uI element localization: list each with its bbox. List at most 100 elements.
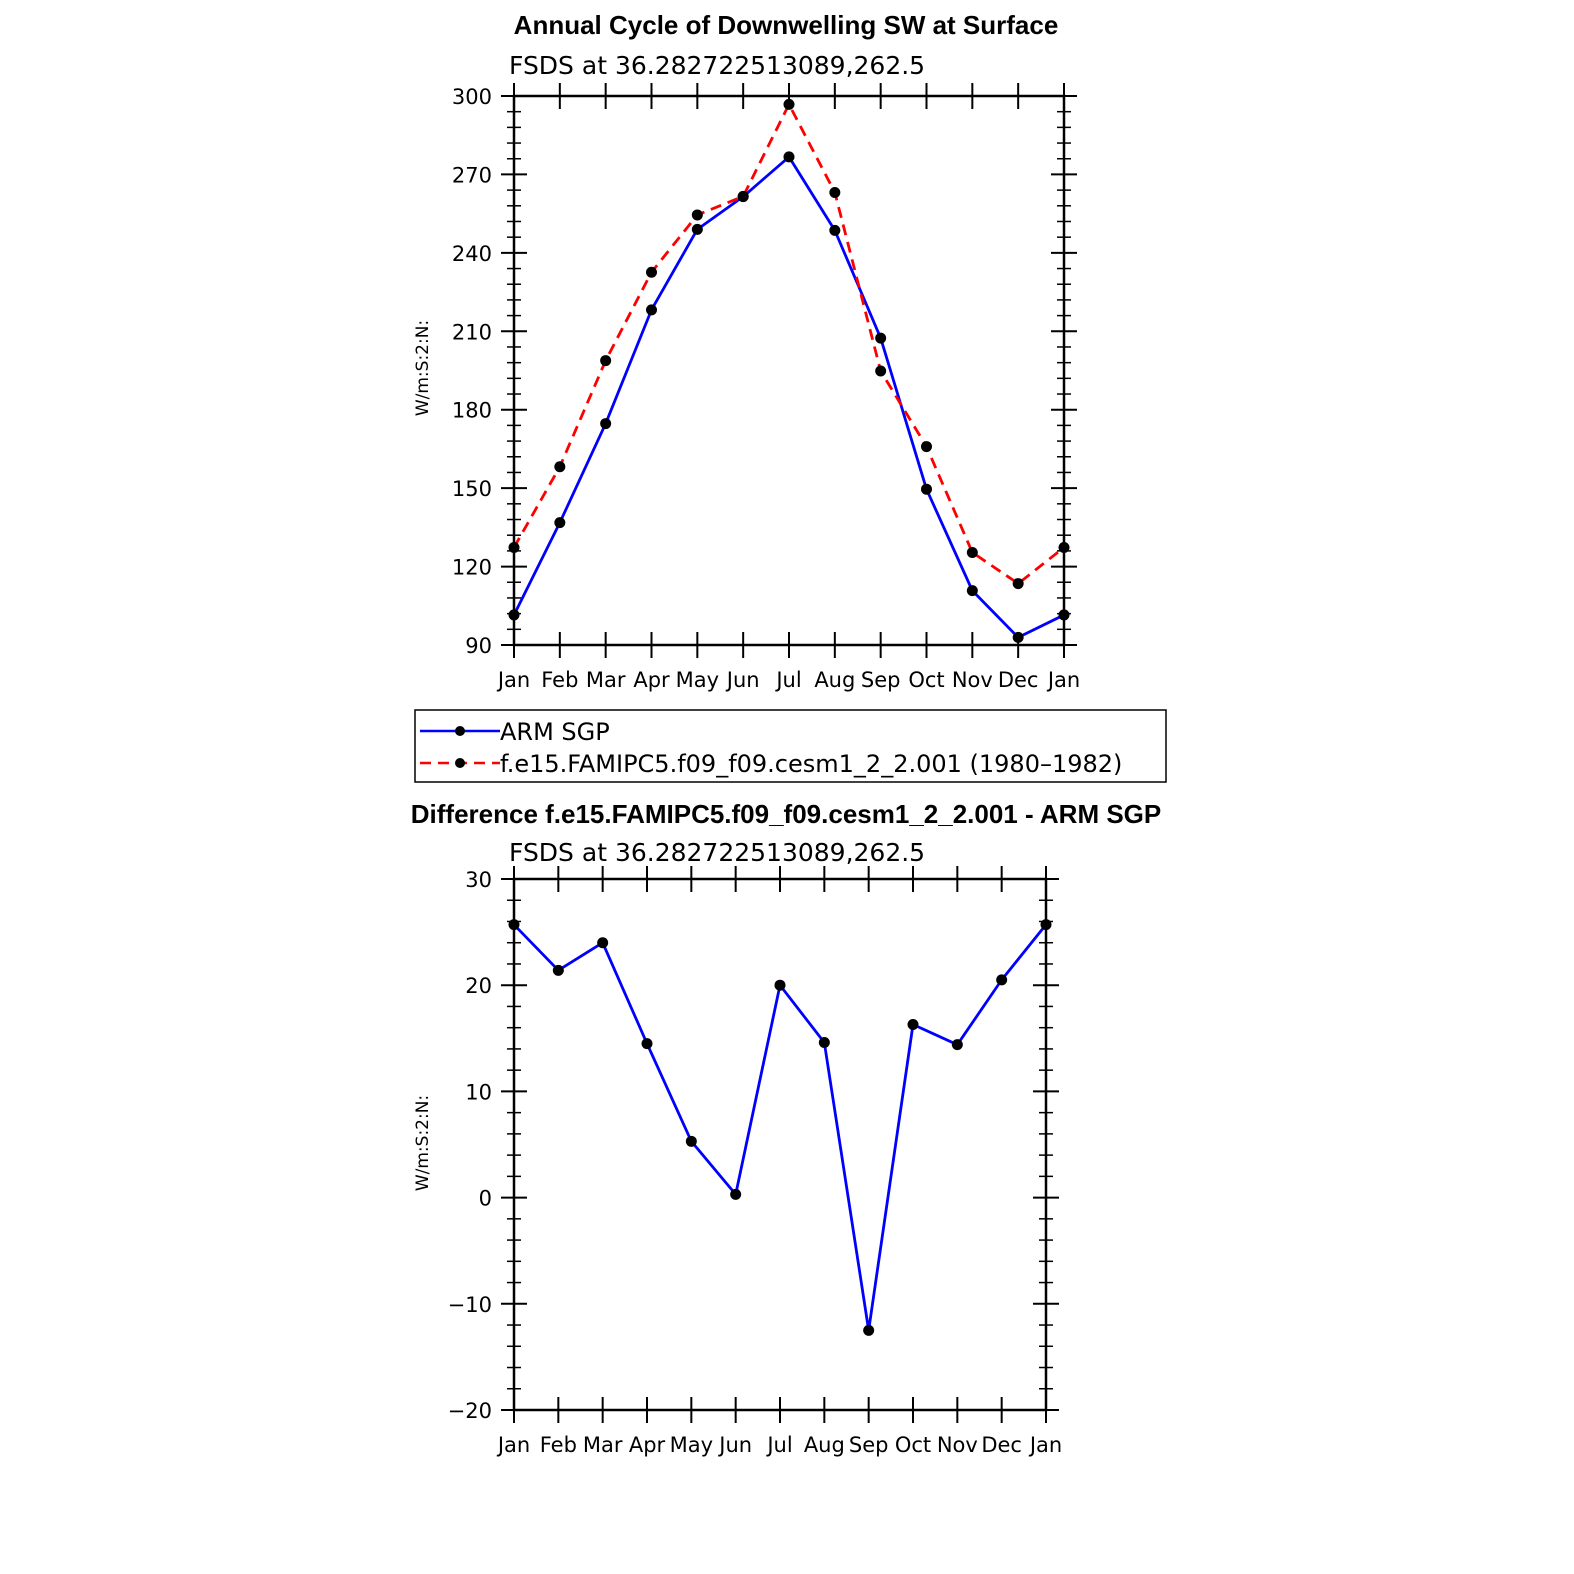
data-point [863, 1324, 875, 1336]
series-line [512, 102, 1065, 585]
data-point [921, 483, 932, 495]
x-tick-label: May [676, 668, 719, 692]
x-tick-label: Dec [981, 1433, 1022, 1457]
x-tick-label: Oct [895, 1433, 931, 1457]
y-tick-label: −20 [448, 1399, 492, 1423]
data-point [966, 585, 978, 597]
legend-marker-arm-sgp [455, 726, 465, 736]
data-point [829, 186, 841, 198]
y-tick-label: −10 [448, 1293, 492, 1317]
chart-title: Difference f.e15.FAMIPC5.f09_f09.cesm1_2… [411, 799, 1162, 829]
data-point [691, 223, 703, 235]
data-point [774, 979, 786, 991]
data-point [508, 919, 520, 931]
data-point [646, 266, 657, 278]
y-tick-label: 210 [452, 320, 492, 344]
difference-chart: Difference f.e15.FAMIPC5.f09_f09.cesm1_2… [411, 799, 1162, 1457]
y-tick-label: 20 [465, 974, 492, 998]
data-point [1058, 541, 1070, 553]
data-point [508, 541, 520, 553]
y-tick-label: 180 [452, 399, 492, 423]
data-point [875, 332, 887, 344]
x-tick-label: Nov [952, 668, 993, 692]
x-tick-label: Feb [541, 668, 578, 692]
chart-subtitle: FSDS at 36.282722513089,262.5 [509, 838, 925, 867]
x-tick-label: Dec [998, 668, 1039, 692]
data-point [737, 190, 749, 202]
legend: ARM SGP f.e15.FAMIPC5.f09_f09.cesm1_2_2.… [414, 709, 1167, 783]
x-tick-label: Aug [814, 668, 855, 692]
data-point [829, 224, 841, 236]
y-tick-label: 150 [452, 477, 492, 501]
x-tick-label: Mar [586, 668, 626, 692]
data-point [691, 209, 703, 221]
x-tick-label: Jan [496, 1433, 530, 1457]
legend-box [414, 709, 1167, 783]
x-tick-label: Aug [804, 1433, 845, 1457]
data-point [552, 964, 564, 976]
data-point [921, 441, 932, 453]
x-tick-label: Nov [937, 1433, 978, 1457]
data-point [783, 151, 795, 163]
legend-entry-arm-sgp: ARM SGP [420, 718, 610, 746]
chart-subtitle: FSDS at 36.282722513089,262.5 [509, 51, 925, 80]
data-point [685, 1135, 697, 1147]
data-point [951, 1039, 963, 1051]
data-point [730, 1188, 742, 1200]
x-tick-label: Jul [774, 668, 801, 692]
data-point [966, 546, 978, 558]
y-tick-label: 300 [452, 85, 492, 109]
data-point [597, 937, 609, 949]
annual-cycle-chart: Annual Cycle of Downwelling SW at Surfac… [413, 10, 1080, 692]
data-point [1012, 578, 1024, 590]
data-point [508, 609, 520, 621]
data-point [996, 974, 1008, 986]
plot-area: −20 −10 0 10 20 30 Jan Feb Mar Apr May Jun Jul Aug Sep… [448, 866, 1062, 1457]
data-point [600, 355, 612, 367]
data-point [554, 517, 566, 529]
x-tick-label: Jan [1046, 668, 1080, 692]
x-tick-label: Feb [540, 1433, 577, 1457]
x-tick-label: Jun [725, 668, 760, 692]
x-tick-label: Apr [633, 668, 670, 692]
data-point [818, 1037, 830, 1049]
data-point [641, 1038, 653, 1050]
plot-frame [512, 877, 1048, 1412]
x-tick-label: Mar [583, 1433, 623, 1457]
y-tick-label: 30 [465, 868, 492, 892]
y-axis-label: W/m:S:2:N: [413, 320, 433, 416]
y-tick-label: 10 [465, 1080, 492, 1104]
series-line [512, 155, 1065, 639]
x-tick-label: Sep [861, 668, 901, 692]
y-tick-label: 270 [452, 163, 492, 187]
data-point [783, 98, 795, 110]
x-tick-label: Jun [717, 1433, 752, 1457]
data-point [600, 418, 612, 430]
data-point [646, 304, 657, 316]
data-point [907, 1018, 919, 1030]
legend-label-arm-sgp: ARM SGP [500, 718, 610, 746]
data-point [875, 365, 887, 377]
x-tick-label: Sep [849, 1433, 889, 1457]
legend-label-model: f.e15.FAMIPC5.f09_f09.cesm1_2_2.001 (198… [500, 750, 1122, 778]
legend-marker-model [455, 758, 465, 768]
data-point [554, 461, 566, 473]
y-tick-label: 240 [452, 242, 492, 266]
x-tick-label: May [670, 1433, 713, 1457]
x-tick-label: Oct [908, 668, 944, 692]
y-tick-label: 90 [465, 634, 492, 658]
x-tick-label: Jul [765, 1433, 792, 1457]
x-tick-label: Jan [1028, 1433, 1062, 1457]
data-point [1012, 631, 1024, 643]
data-point [1040, 919, 1052, 931]
data-point [1058, 609, 1070, 621]
plot-frame [512, 94, 1066, 647]
x-tick-label: Jan [496, 668, 530, 692]
y-axis-label: W/m:S:2:N: [413, 1095, 433, 1191]
legend-entry-model: f.e15.FAMIPC5.f09_f09.cesm1_2_2.001 (198… [420, 750, 1122, 778]
y-tick-label: 0 [479, 1187, 492, 1211]
chart-title: Annual Cycle of Downwelling SW at Surfac… [514, 10, 1059, 40]
x-tick-label: Apr [629, 1433, 666, 1457]
